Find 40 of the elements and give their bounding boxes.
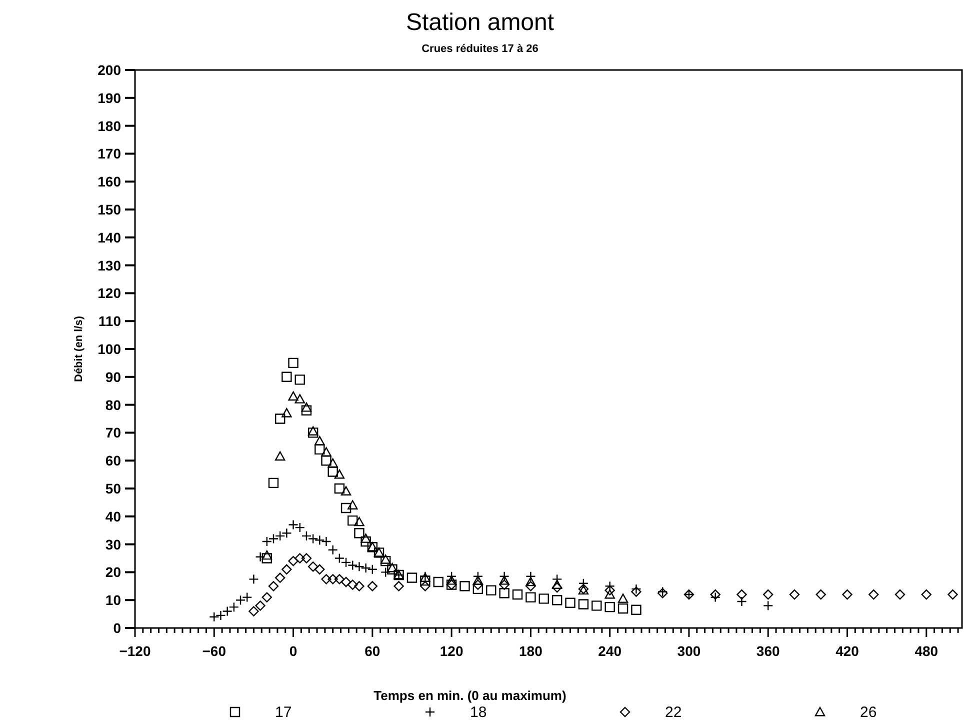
x-tick-label: 0 bbox=[289, 643, 298, 659]
x-tick-label: 240 bbox=[598, 643, 622, 659]
x-tick-label: 480 bbox=[914, 643, 938, 659]
x-tick-label: 420 bbox=[836, 643, 860, 659]
legend-label: 22 bbox=[665, 704, 682, 721]
y-tick-label: 180 bbox=[98, 118, 122, 134]
y-tick-label: 80 bbox=[105, 396, 122, 413]
y-tick-label: 110 bbox=[98, 313, 122, 330]
x-tick-label: 180 bbox=[519, 643, 543, 659]
x-tick-label: −120 bbox=[119, 643, 151, 659]
y-tick-label: 10 bbox=[105, 592, 122, 608]
y-tick-label: 200 bbox=[98, 62, 122, 78]
y-tick-label: 20 bbox=[105, 564, 122, 580]
x-tick-label: 60 bbox=[364, 643, 380, 659]
y-tick-label: 140 bbox=[98, 229, 122, 246]
y-tick-label: 170 bbox=[98, 146, 122, 162]
y-tick-label: 40 bbox=[105, 508, 122, 524]
chart-subtitle: Crues réduites 17 à 26 bbox=[422, 43, 538, 55]
x-tick-label: −60 bbox=[202, 643, 226, 659]
y-tick-label: 130 bbox=[98, 257, 122, 274]
y-tick-label: 70 bbox=[105, 424, 122, 441]
legend-label: 26 bbox=[860, 704, 877, 721]
legend-label: 18 bbox=[470, 704, 487, 721]
y-tick-label: 160 bbox=[98, 174, 122, 190]
y-tick-label: 90 bbox=[105, 368, 122, 385]
y-tick-label: 190 bbox=[98, 90, 122, 106]
x-axis-title: Temps en min. (0 au maximum) bbox=[374, 688, 566, 703]
y-tick-label: 0 bbox=[113, 620, 122, 636]
chart-title: Station amont bbox=[406, 9, 554, 36]
y-tick-label: 100 bbox=[98, 341, 122, 357]
y-tick-label: 30 bbox=[105, 536, 122, 552]
y-tick-label: 120 bbox=[98, 285, 122, 302]
x-tick-label: 360 bbox=[756, 643, 780, 659]
x-tick-label: 120 bbox=[440, 643, 464, 659]
y-tick-label: 150 bbox=[98, 202, 122, 218]
legend-label: 17 bbox=[275, 704, 292, 721]
y-axis-title: Débit (en l/s) bbox=[73, 316, 85, 382]
x-tick-label: 300 bbox=[677, 643, 701, 659]
y-tick-label: 50 bbox=[105, 480, 122, 496]
y-tick-label: 60 bbox=[105, 452, 122, 469]
